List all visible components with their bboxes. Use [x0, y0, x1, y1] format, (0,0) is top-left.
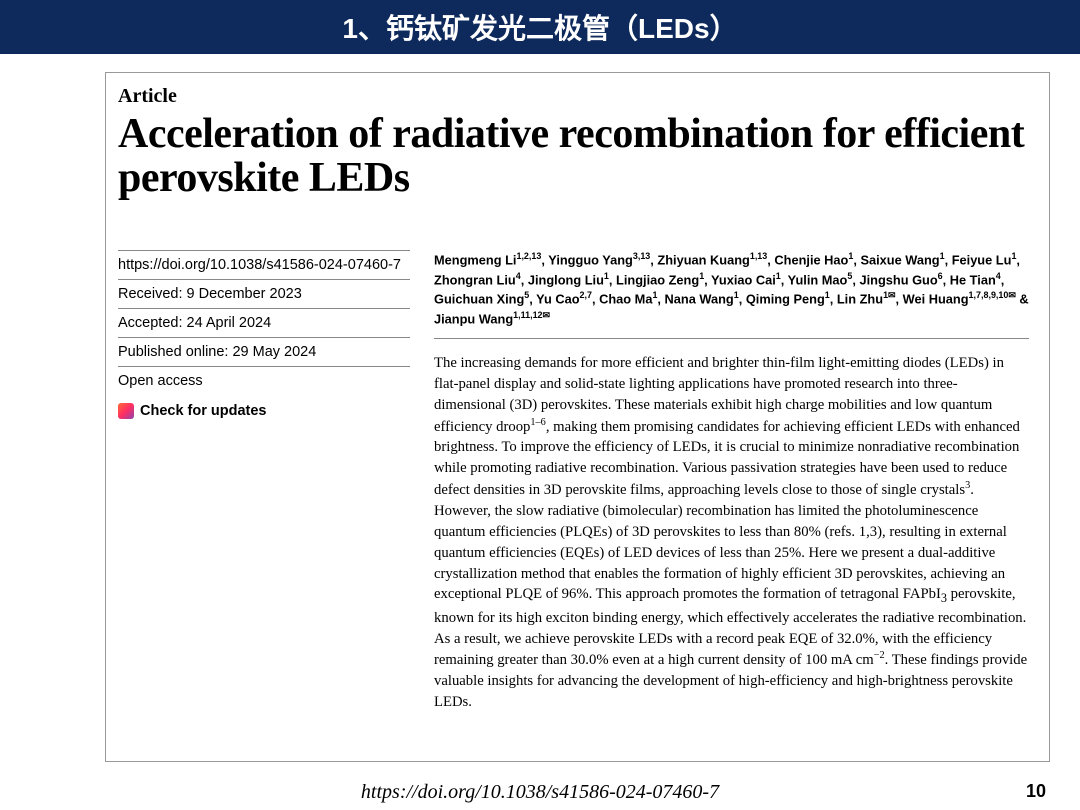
article-type-label: Article — [118, 85, 1029, 108]
article-published-date: Published online: 29 May 2024 — [118, 337, 410, 366]
article-authors: Mengmeng Li1,2,13, Yingguo Yang3,13, Zhi… — [434, 250, 1029, 339]
slide-header-title: 1、钙钛矿发光二极管（LEDs） — [342, 7, 737, 47]
article-received-date: Received: 9 December 2023 — [118, 279, 410, 308]
article-doi[interactable]: https://doi.org/10.1038/s41586-024-07460… — [118, 250, 410, 279]
slide-footer-url: https://doi.org/10.1038/s41586-024-07460… — [0, 781, 1080, 804]
article-access-label: Open access — [118, 366, 410, 395]
article-content-column: Mengmeng Li1,2,13, Yingguo Yang3,13, Zhi… — [434, 250, 1029, 713]
crossmark-icon — [118, 403, 134, 419]
slide-page-number: 10 — [1026, 781, 1046, 802]
check-for-updates-link[interactable]: Check for updates — [118, 395, 410, 427]
article-two-column: https://doi.org/10.1038/s41586-024-07460… — [118, 250, 1029, 713]
article-title: Acceleration of radiative recombination … — [118, 112, 1029, 200]
article-meta-column: https://doi.org/10.1038/s41586-024-07460… — [118, 250, 410, 713]
article-abstract: The increasing demands for more efficien… — [434, 353, 1029, 713]
check-updates-label: Check for updates — [140, 403, 267, 419]
article-clip: Article Acceleration of radiative recomb… — [105, 72, 1050, 762]
slide-header-banner: 1、钙钛矿发光二极管（LEDs） — [0, 0, 1080, 54]
article-accepted-date: Accepted: 24 April 2024 — [118, 308, 410, 337]
